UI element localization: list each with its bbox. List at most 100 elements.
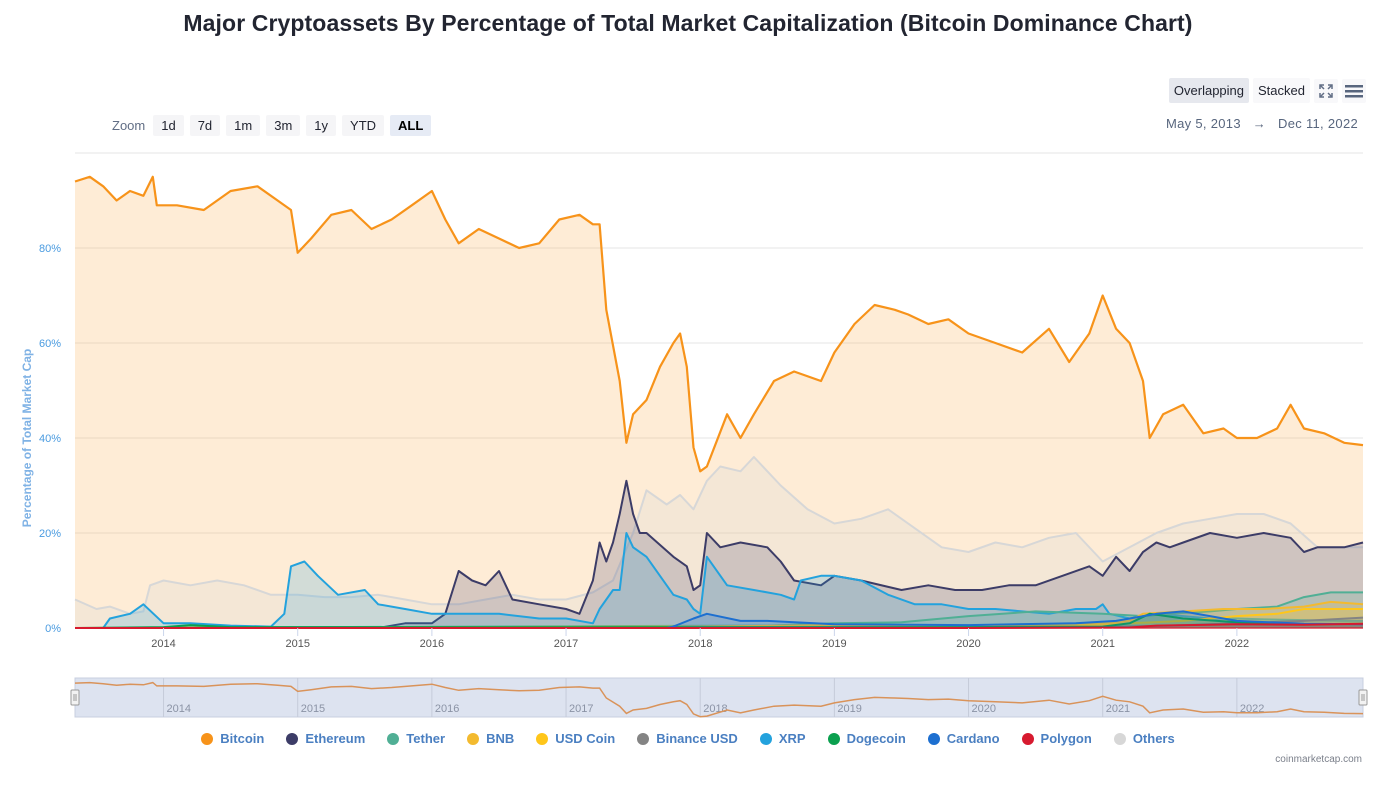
zoom-bar: Zoom 1d 7d 1m 3m 1y YTD ALL (112, 113, 432, 137)
chart-title: Major Cryptoassets By Percentage of Tota… (183, 10, 1193, 36)
legend-item-bitcoin[interactable]: Bitcoin (201, 731, 264, 746)
y-tick-label: 60% (39, 338, 61, 350)
legend-dot-icon (827, 732, 840, 745)
series-cardano[interactable] (75, 610, 1364, 629)
fullscreen-icon (1319, 83, 1333, 98)
zoom-label: Zoom (112, 117, 146, 133)
legend-item-usd-coin[interactable]: USD Coin (536, 731, 615, 746)
zoom-1m-button[interactable]: 1m (226, 114, 261, 136)
area-bitcoin (75, 176, 1363, 629)
area-ethereum (75, 480, 1363, 628)
area-bnb (75, 601, 1363, 628)
legend-label: Ethereum (305, 731, 366, 746)
range-from[interactable]: May 5, 2013 (1166, 116, 1241, 131)
zoom-1d-button[interactable]: 1d (153, 114, 184, 136)
legend-item-tether[interactable]: Tether (387, 731, 445, 746)
legend-item-ethereum[interactable]: Ethereum (286, 731, 365, 746)
navigator-tick-label: 2019 (837, 703, 861, 715)
legend-dot-icon (387, 732, 400, 745)
y-tick-label: 40% (39, 433, 61, 445)
legend-label: Cardano (946, 731, 1000, 746)
navigator-tick-label: 2020 (972, 703, 996, 715)
zoom-all-button[interactable]: ALL (390, 114, 432, 136)
legend-label: Dogecoin (846, 731, 906, 746)
legend-dot-icon (201, 732, 214, 745)
legend-label: BNB (486, 731, 515, 746)
navigator-tick-label: 2015 (301, 703, 325, 715)
legend-item-bnb[interactable]: BNB (467, 731, 514, 746)
legend-dot-icon (536, 732, 549, 745)
legend-label: Bitcoin (220, 731, 265, 746)
navigator-tick-label: 2016 (435, 703, 459, 715)
legend-dot-icon (759, 732, 772, 745)
navigator-tick-label: 2021 (1106, 703, 1130, 715)
x-tick-label: 2016 (420, 638, 444, 650)
line-others (74, 456, 1363, 615)
navigator-right-handle[interactable] (1358, 689, 1368, 706)
legend-item-dogecoin[interactable]: Dogecoin (827, 731, 906, 746)
legend-item-polygon[interactable]: Polygon (1021, 731, 1092, 746)
zoom-1y-button[interactable]: 1y (306, 114, 337, 136)
legend-label: Others (1132, 731, 1175, 746)
mode-toolbar: Overlapping Stacked (1168, 78, 1366, 103)
x-tick-label: 2020 (956, 638, 980, 650)
legend-dot-icon (1021, 732, 1034, 745)
menu-button[interactable] (1342, 78, 1366, 103)
watermark: coinmarketcap.com (1275, 754, 1362, 765)
area-xrp (75, 533, 1363, 628)
legend-dot-icon (637, 732, 650, 745)
y-axis-label: Percentage of Total Market Cap (20, 349, 34, 528)
legend-label: Polygon (1040, 731, 1092, 746)
legend-label: USD Coin (555, 731, 616, 746)
navigator-tick-label: 2014 (167, 703, 191, 715)
y-tick-label: 0% (45, 623, 61, 635)
area-tether (75, 592, 1363, 628)
main-chart[interactable]: 0% 20% 40% 60% 80% Percentage of Total Market… (0, 145, 1382, 660)
navigator-series-line (74, 681, 1364, 718)
legend-dot-icon (927, 732, 940, 745)
legend-label: Binance USD (656, 731, 738, 746)
legend-item-cardano[interactable]: Cardano (927, 731, 1000, 746)
area-binance-usd (75, 617, 1363, 628)
x-tick-label: 2021 (1090, 638, 1114, 650)
x-tick-label: 2014 (151, 638, 175, 650)
line-cardano (75, 610, 1364, 629)
zoom-3m-button[interactable]: 3m (266, 114, 301, 136)
legend-dot-icon (1113, 732, 1126, 745)
legend-label: XRP (778, 731, 806, 746)
navigator-chart[interactable]: 2014 2015 2016 2017 2018 2019 2020 2021 2022 (0, 670, 1382, 725)
series-ethereum[interactable] (75, 479, 1364, 629)
overlapping-button[interactable]: Overlapping (1168, 78, 1250, 103)
legend-dot-icon (467, 732, 480, 745)
x-tick-label: 2017 (554, 638, 578, 650)
area-cardano (75, 611, 1363, 628)
x-tick-label: 2019 (822, 638, 846, 650)
range-to[interactable]: Dec 11, 2022 (1278, 116, 1358, 131)
series-others[interactable] (74, 456, 1363, 628)
y-tick-label: 80% (39, 243, 61, 255)
y-tick-label: 20% (39, 528, 61, 540)
series-bitcoin[interactable] (74, 175, 1364, 629)
legend-label: Tether (406, 731, 446, 746)
x-tick-label: 2018 (688, 638, 712, 650)
hamburger-menu-icon (1345, 84, 1363, 97)
legend-item-others[interactable]: Others (1113, 731, 1175, 746)
legend-dot-icon (286, 732, 299, 745)
x-tick-label: 2015 (285, 638, 309, 650)
legend-item-xrp[interactable]: XRP (759, 731, 806, 746)
series-xrp[interactable] (75, 532, 1363, 629)
zoom-ytd-button[interactable]: YTD (342, 114, 385, 136)
date-range: May 5, 2013 → Dec 11, 2022 (1162, 116, 1362, 131)
fullscreen-button[interactable] (1314, 78, 1338, 103)
legend: Bitcoin Ethereum Tether BNB USD Coin Binance … (0, 731, 1376, 746)
zoom-7d-button[interactable]: 7d (189, 114, 221, 136)
area-usd-coin (75, 609, 1363, 628)
line-bitcoin (74, 175, 1364, 473)
navigator-left-handle[interactable] (70, 689, 80, 706)
line-ethereum (75, 479, 1364, 629)
legend-item-binance-usd[interactable]: Binance USD (637, 731, 738, 746)
x-tick-label: 2022 (1225, 638, 1249, 650)
area-others (75, 457, 1363, 628)
range-arrow: → (1252, 116, 1267, 131)
stacked-button[interactable]: Stacked (1253, 78, 1310, 103)
